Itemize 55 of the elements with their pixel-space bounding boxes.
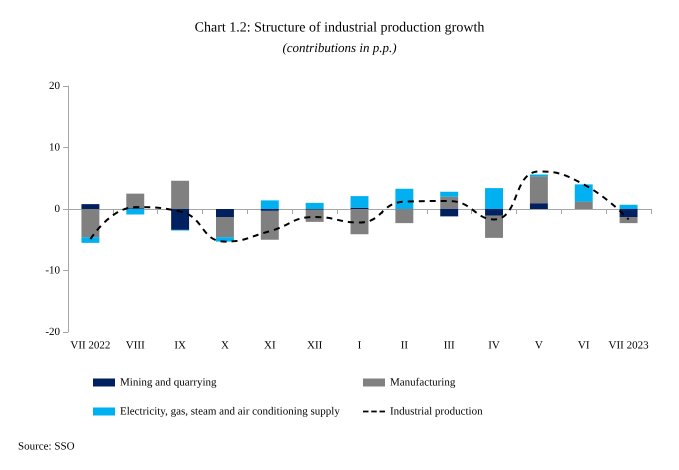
x-tick-label: IV	[488, 340, 500, 352]
bar	[350, 196, 368, 208]
x-tick-label: VI	[578, 340, 590, 352]
source-note: Source: SSO	[18, 440, 75, 452]
x-tick-label: III	[444, 340, 456, 352]
bar	[260, 210, 279, 240]
y-tick-label: 10	[49, 142, 60, 154]
bar	[216, 209, 234, 217]
bar	[620, 204, 638, 209]
bar	[574, 202, 593, 209]
bar	[81, 204, 100, 209]
bar	[485, 188, 504, 209]
bar	[574, 184, 593, 202]
x-tick-label: IX	[174, 340, 186, 352]
x-tick-label: II	[400, 340, 408, 352]
bar	[440, 209, 458, 216]
bar	[171, 180, 190, 209]
x-tick-label: X	[220, 340, 229, 352]
bar	[530, 176, 548, 204]
y-tick-label: -20	[45, 326, 60, 338]
legend-label: Industrial production	[390, 406, 484, 418]
x-tick-label: VII 2022	[70, 340, 110, 352]
chart-subtitle: (contributions in p.p.)	[282, 40, 397, 55]
bar	[306, 210, 324, 222]
bar	[620, 216, 638, 224]
bar	[530, 203, 548, 209]
bar	[485, 209, 504, 216]
bar	[395, 209, 414, 224]
x-tick-label: VII 2023	[608, 340, 650, 352]
legend-label: Electricity, gas, steam and air conditioning supply	[120, 406, 340, 418]
y-tick-label: 0	[54, 203, 60, 215]
bar	[260, 200, 279, 209]
x-tick-label: XI	[264, 340, 276, 352]
x-tick-label: I	[358, 340, 362, 352]
x-tick-label: VIII	[126, 340, 146, 352]
bar	[485, 216, 504, 238]
bar	[81, 237, 100, 243]
bar	[620, 209, 638, 217]
bar	[350, 209, 368, 234]
chart-title: Chart 1.2: Structure of industrial production growth	[194, 20, 484, 36]
bar	[171, 209, 190, 230]
bar	[216, 216, 234, 238]
line-series	[89, 170, 630, 243]
y-tick-label: -10	[45, 264, 60, 276]
bar	[81, 209, 100, 238]
legend-label: Manufacturing	[390, 376, 456, 388]
bar	[126, 209, 144, 215]
bar	[440, 192, 458, 197]
bar	[126, 194, 144, 208]
legend-label: Mining and quarrying	[120, 376, 218, 388]
x-tick-label: XII	[307, 340, 323, 352]
x-tick-label: V	[534, 340, 543, 352]
y-tick-label: 20	[49, 80, 60, 92]
bar	[306, 202, 324, 209]
bar	[395, 188, 414, 209]
